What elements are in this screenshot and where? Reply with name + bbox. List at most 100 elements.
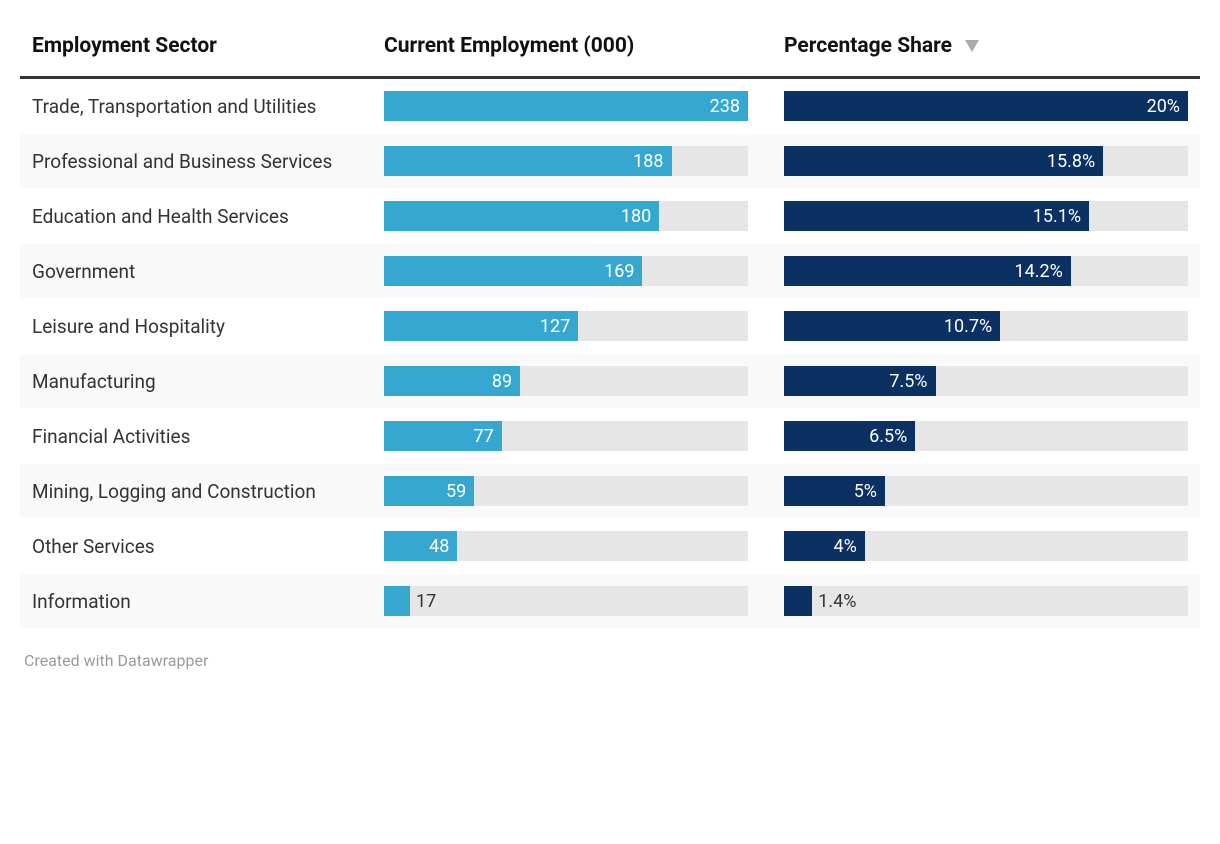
sector-label: Leisure and Hospitality <box>20 299 360 354</box>
share-bar-track: 20% <box>784 91 1188 121</box>
share-bar-value: 15.1% <box>1033 201 1081 231</box>
share-bar-track: 7.5% <box>784 366 1188 396</box>
table-row: Government 169 14.2% <box>20 244 1200 299</box>
employment-bar-fill: 59 <box>384 476 474 506</box>
column-header-sector[interactable]: Employment Sector <box>20 20 360 78</box>
employment-bar-cell: 238 <box>360 78 760 134</box>
share-bar-cell: 10.7% <box>760 299 1200 354</box>
share-bar-fill: 7.5% <box>784 366 936 396</box>
share-bar-fill: 10.7% <box>784 311 1000 341</box>
column-header-employment[interactable]: Current Employment (000) <box>360 20 760 78</box>
table-row: Professional and Business Services 188 15.… <box>20 134 1200 189</box>
sector-label: Trade, Transportation and Utilities <box>20 78 360 134</box>
employment-bar-value: 77 <box>474 421 494 451</box>
share-bar-cell: 1.4% <box>760 574 1200 629</box>
employment-bar-cell: 188 <box>360 134 760 189</box>
share-bar-track: 1.4% <box>784 586 1188 616</box>
employment-bar-fill: 180 <box>384 201 659 231</box>
employment-bar-value: 89 <box>492 366 512 396</box>
employment-bar-track: 48 <box>384 531 748 561</box>
share-bar-track: 14.2% <box>784 256 1188 286</box>
employment-bar-cell: 127 <box>360 299 760 354</box>
share-bar-fill: 6.5% <box>784 421 915 451</box>
employment-bar-fill: 238 <box>384 91 748 121</box>
employment-bar-value: 238 <box>710 91 740 121</box>
share-bar-fill: 4% <box>784 531 865 561</box>
employment-bar-cell: 180 <box>360 189 760 244</box>
sort-desc-icon <box>965 34 979 58</box>
attribution-text: Created with Datawrapper <box>20 651 1200 670</box>
sector-label: Information <box>20 574 360 629</box>
column-header-label: Current Employment (000) <box>384 34 634 58</box>
table-row: Information 17 1.4% <box>20 574 1200 629</box>
employment-bar-fill: 169 <box>384 256 642 286</box>
share-bar-value: 4% <box>833 531 856 561</box>
employment-bar-cell: 77 <box>360 409 760 464</box>
employment-bar-track: 238 <box>384 91 748 121</box>
employment-bar-value: 188 <box>633 146 663 176</box>
table-row: Financial Activities 77 6.5% <box>20 409 1200 464</box>
employment-bar-track: 89 <box>384 366 748 396</box>
sector-label: Manufacturing <box>20 354 360 409</box>
sector-label: Other Services <box>20 519 360 574</box>
share-bar-cell: 7.5% <box>760 354 1200 409</box>
employment-bar-track: 127 <box>384 311 748 341</box>
sector-label: Mining, Logging and Construction <box>20 464 360 519</box>
share-bar-track: 15.8% <box>784 146 1188 176</box>
column-header-share[interactable]: Percentage Share <box>760 20 1200 78</box>
share-bar-cell: 5% <box>760 464 1200 519</box>
column-header-label: Percentage Share <box>784 34 952 58</box>
employment-bar-value: 180 <box>621 201 651 231</box>
sector-label: Government <box>20 244 360 299</box>
share-bar-fill: 20% <box>784 91 1188 121</box>
share-bar-cell: 15.8% <box>760 134 1200 189</box>
share-bar-value: 5% <box>854 476 877 506</box>
table-row: Manufacturing 89 7.5% <box>20 354 1200 409</box>
share-bar-cell: 14.2% <box>760 244 1200 299</box>
share-bar-value: 6.5% <box>869 421 907 451</box>
employment-bar-fill: 48 <box>384 531 457 561</box>
share-bar-fill: 14.2% <box>784 256 1071 286</box>
employment-bar-value: 17 <box>416 586 436 616</box>
share-bar-fill <box>784 586 812 616</box>
employment-table: Employment Sector Current Employment (00… <box>20 20 1200 629</box>
table-body: Trade, Transportation and Utilities 238 20… <box>20 78 1200 629</box>
employment-bar-value: 127 <box>540 311 570 341</box>
employment-bar-cell: 169 <box>360 244 760 299</box>
share-bar-track: 10.7% <box>784 311 1188 341</box>
share-bar-value: 20% <box>1147 91 1180 121</box>
employment-bar-track: 59 <box>384 476 748 506</box>
employment-bar-cell: 17 <box>360 574 760 629</box>
employment-bar-track: 169 <box>384 256 748 286</box>
sector-label: Financial Activities <box>20 409 360 464</box>
employment-bar-cell: 59 <box>360 464 760 519</box>
share-bar-value: 1.4% <box>818 586 856 616</box>
share-bar-fill: 5% <box>784 476 885 506</box>
employment-bar-value: 59 <box>446 476 466 506</box>
share-bar-value: 14.2% <box>1015 256 1063 286</box>
sector-label: Education and Health Services <box>20 189 360 244</box>
table-row: Other Services 48 4% <box>20 519 1200 574</box>
share-bar-fill: 15.1% <box>784 201 1089 231</box>
employment-bar-fill <box>384 586 410 616</box>
table-row: Trade, Transportation and Utilities 238 20… <box>20 78 1200 134</box>
employment-bar-track: 180 <box>384 201 748 231</box>
sector-label: Professional and Business Services <box>20 134 360 189</box>
share-bar-track: 15.1% <box>784 201 1188 231</box>
employment-table-container: Employment Sector Current Employment (00… <box>20 20 1200 670</box>
share-bar-track: 4% <box>784 531 1188 561</box>
share-bar-track: 5% <box>784 476 1188 506</box>
share-bar-value: 7.5% <box>889 366 927 396</box>
employment-bar-cell: 89 <box>360 354 760 409</box>
share-bar-cell: 15.1% <box>760 189 1200 244</box>
employment-bar-fill: 127 <box>384 311 578 341</box>
employment-bar-fill: 188 <box>384 146 672 176</box>
share-bar-cell: 4% <box>760 519 1200 574</box>
column-header-label: Employment Sector <box>32 34 217 58</box>
table-row: Leisure and Hospitality 127 10.7% <box>20 299 1200 354</box>
table-row: Mining, Logging and Construction 59 5% <box>20 464 1200 519</box>
employment-bar-value: 169 <box>604 256 634 286</box>
employment-bar-value: 48 <box>429 531 449 561</box>
employment-bar-track: 77 <box>384 421 748 451</box>
employment-bar-track: 188 <box>384 146 748 176</box>
